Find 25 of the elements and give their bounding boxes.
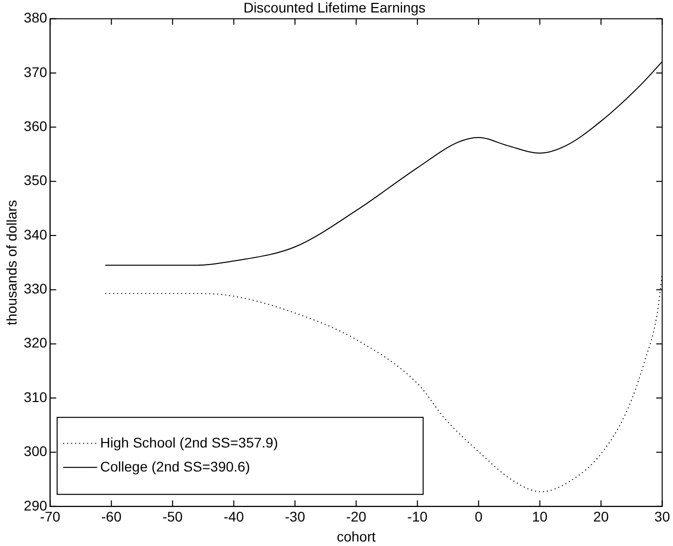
x-tick-label: 10 bbox=[532, 508, 548, 525]
y-tick-label: 330 bbox=[24, 280, 48, 297]
chart-title: Discounted Lifetime Earnings bbox=[243, 0, 426, 16]
x-tick-label: -10 bbox=[407, 508, 428, 525]
x-tick-label: -60 bbox=[101, 508, 122, 525]
y-tick-label: 370 bbox=[24, 64, 48, 80]
x-tick-label: -40 bbox=[224, 508, 244, 525]
x-tick-label: 0 bbox=[474, 508, 483, 525]
x-tick-label: 30 bbox=[654, 508, 670, 525]
y-tick-label: 290 bbox=[24, 497, 48, 514]
y-tick-label: 380 bbox=[24, 10, 48, 26]
legend-label: High School (2nd SS=357.9) bbox=[100, 434, 278, 450]
x-tick-label: 20 bbox=[593, 508, 610, 525]
y-tick-label: 320 bbox=[24, 334, 48, 351]
x-axis-title: cohort bbox=[336, 528, 376, 544]
legend-label: College (2nd SS=390.6) bbox=[100, 458, 250, 474]
y-tick-label: 350 bbox=[24, 172, 48, 188]
y-tick-label: 340 bbox=[24, 226, 48, 242]
x-tick-label: -50 bbox=[162, 508, 183, 525]
y-tick-label: 360 bbox=[24, 118, 48, 134]
y-tick-label: 310 bbox=[24, 388, 48, 405]
x-tick-label: -30 bbox=[284, 508, 306, 525]
y-axis-title: thousands of dollars bbox=[3, 200, 20, 326]
y-tick-label: 300 bbox=[24, 443, 48, 460]
x-tick-label: -20 bbox=[346, 508, 367, 525]
